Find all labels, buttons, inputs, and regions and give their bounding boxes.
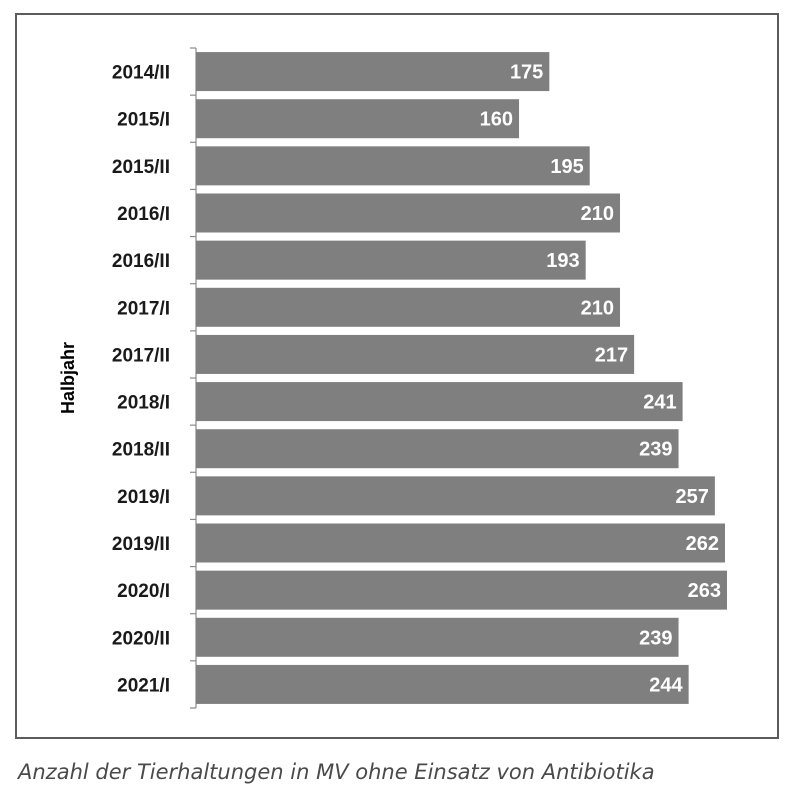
y-axis-title: Halbjahr — [58, 342, 78, 414]
bar-2018-II — [196, 429, 679, 469]
category-ticks — [190, 47, 196, 709]
value-label: 195 — [550, 156, 583, 178]
value-label: 239 — [639, 439, 672, 461]
value-labels: 175 160 195 210 193 210 217 241 239 257 262 263 239 2… — [480, 62, 721, 697]
category-label: 2018/II — [112, 440, 170, 461]
category-label: 2016/I — [117, 204, 170, 225]
bar-2019-I — [196, 476, 715, 516]
bar-2019-II — [196, 523, 725, 563]
category-label: 2014/II — [112, 63, 170, 84]
value-label: 239 — [639, 627, 672, 649]
value-label: 210 — [581, 203, 614, 225]
category-label: 2019/I — [117, 487, 170, 508]
category-label: 2021/I — [117, 675, 170, 696]
category-label: 2015/I — [117, 110, 170, 131]
bar-2016-II — [196, 240, 586, 280]
bar-2014-II — [196, 52, 550, 92]
category-label: 2017/I — [117, 298, 170, 319]
bars — [196, 52, 727, 704]
value-label: 257 — [676, 486, 709, 508]
bar-2016-I — [196, 193, 620, 233]
bar-2017-II — [196, 334, 635, 374]
bar-chart: Halbjahr 2014/II 2015/I 2015/II 2016/I 2016/… — [58, 47, 727, 709]
category-label: 2020/II — [112, 628, 170, 649]
value-label: 244 — [649, 674, 683, 696]
value-label: 160 — [480, 109, 513, 131]
category-label: 2018/I — [117, 393, 170, 414]
bar-2015-I — [196, 99, 520, 139]
category-label: 2020/I — [117, 581, 170, 602]
bar-2021-I — [196, 664, 689, 704]
category-labels: 2014/II 2015/I 2015/II 2016/I 2016/II 2017/I 2… — [112, 63, 170, 697]
value-label: 263 — [688, 580, 721, 602]
value-label: 241 — [643, 392, 676, 414]
category-label: 2015/II — [112, 157, 170, 178]
bar-2018-I — [196, 382, 683, 422]
figure-caption: Anzahl der Tierhaltungen in MV ohne Eins… — [18, 760, 655, 784]
category-label: 2016/II — [112, 251, 170, 272]
bar-2015-II — [196, 146, 590, 186]
value-label: 210 — [581, 297, 614, 319]
value-label: 217 — [595, 344, 628, 366]
bar-2020-I — [196, 570, 727, 610]
category-label: 2017/II — [112, 345, 170, 366]
bar-2020-II — [196, 617, 679, 657]
value-label: 193 — [546, 250, 579, 272]
value-label: 175 — [510, 62, 543, 84]
value-label: 262 — [686, 533, 719, 555]
category-label: 2019/II — [112, 534, 170, 555]
bar-2017-I — [196, 287, 620, 327]
